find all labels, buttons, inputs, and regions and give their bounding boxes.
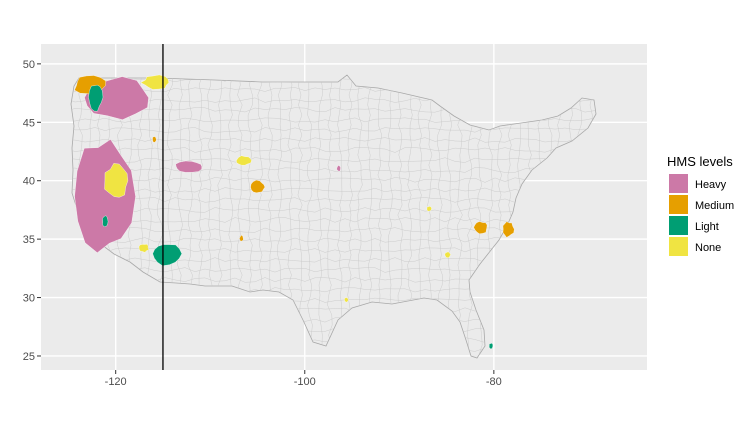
- us-counties-land: [70, 74, 597, 359]
- legend-label-medium: Medium: [695, 200, 734, 212]
- y-tick-label-4: 45: [23, 117, 35, 129]
- county-line: [71, 197, 596, 203]
- region-none-16: [236, 155, 252, 166]
- county-line: [327, 75, 333, 356]
- region-light-11: [152, 244, 182, 266]
- legend-label-none: None: [695, 242, 721, 254]
- x-tick-label-0: -120: [105, 376, 127, 388]
- y-tick-label-2: 35: [23, 234, 35, 246]
- legend-items: Heavy Medium Light None: [669, 174, 734, 256]
- legend-key-heavy: [669, 174, 688, 193]
- region-medium-7: [473, 221, 488, 234]
- y-tick-label-0: 25: [23, 351, 35, 363]
- x-tick-label-2: -80: [486, 376, 502, 388]
- y-tick-label-3: 40: [23, 176, 35, 188]
- county-line: [307, 75, 313, 356]
- hms-regions: [74, 74, 515, 350]
- y-tick-label-5: 50: [23, 59, 35, 71]
- region-light-10: [88, 84, 104, 112]
- region-medium-9: [152, 136, 157, 143]
- county-line: [71, 157, 596, 163]
- county-line: [297, 75, 303, 356]
- region-none-19: [426, 206, 432, 212]
- axis-ticks: -120 -100 -80 25 30 35 40 45 50: [23, 59, 502, 388]
- county-line: [71, 187, 596, 193]
- region-none-18: [444, 251, 451, 258]
- region-none-17: [138, 244, 150, 253]
- region-heavy-2: [175, 160, 202, 173]
- region-light-13: [488, 343, 494, 350]
- region-medium-6: [239, 235, 244, 242]
- legend-label-heavy: Heavy: [695, 179, 727, 191]
- region-medium-5: [250, 179, 266, 193]
- y-tick-label-1: 30: [23, 293, 35, 305]
- county-line: [71, 207, 596, 213]
- county-line: [317, 75, 323, 356]
- region-medium-8: [502, 221, 515, 238]
- region-none-20: [344, 297, 349, 303]
- county-line: [71, 127, 596, 133]
- legend-key-medium: [669, 195, 688, 214]
- region-light-12: [102, 215, 109, 227]
- region-heavy-3: [336, 165, 341, 172]
- x-tick-label-1: -100: [294, 376, 316, 388]
- legend-key-none: [669, 237, 688, 256]
- region-none-15: [104, 163, 129, 198]
- county-line: [71, 167, 596, 173]
- legend: HMS levels Heavy Medium Light None: [667, 154, 734, 256]
- county-line: [337, 75, 343, 356]
- county-line: [447, 75, 453, 356]
- county-line: [347, 75, 353, 356]
- legend-title: HMS levels: [667, 154, 733, 169]
- legend-label-light: Light: [695, 221, 719, 233]
- legend-key-light: [669, 216, 688, 235]
